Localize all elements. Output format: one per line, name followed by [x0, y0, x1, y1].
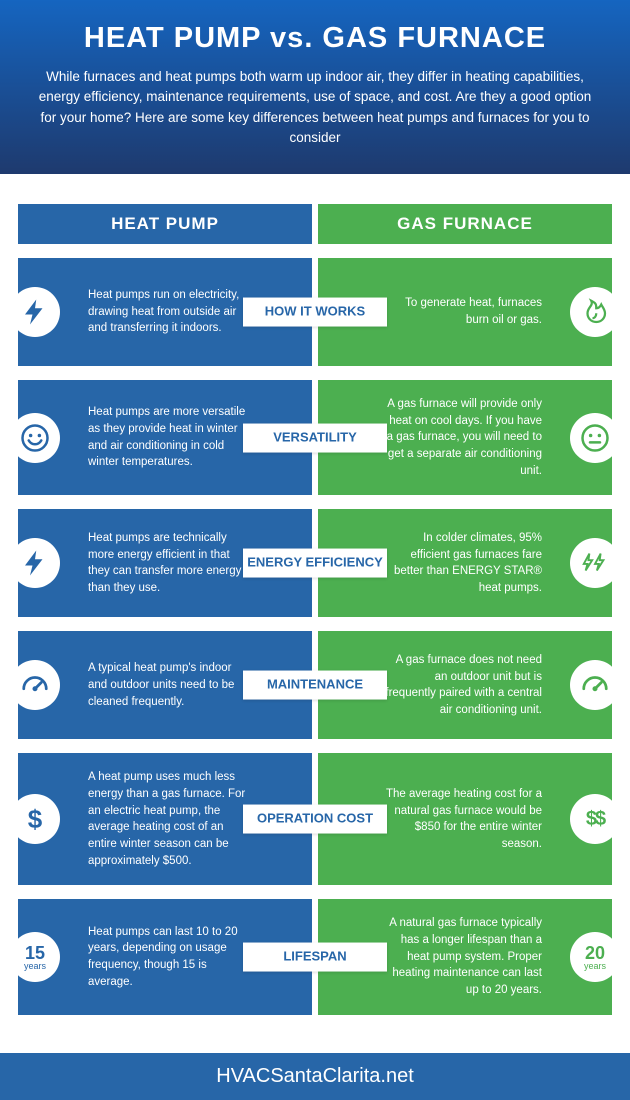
subtitle: While furnaces and heat pumps both warm …: [30, 67, 600, 148]
comparison-row: Heat pumps run on electricity, drawing h…: [18, 258, 612, 366]
heat-pump-header: HEAT PUMP: [18, 204, 312, 244]
meh-icon: [570, 413, 620, 463]
category-badge: VERSATILITY: [243, 423, 387, 452]
bolt2-icon: [570, 538, 620, 588]
footer: HVACSantaClarita.net: [0, 1053, 630, 1100]
dollar2-icon: $$: [570, 794, 620, 844]
dollar-icon: $: [10, 794, 60, 844]
gas-furnace-header: GAS FURNACE: [318, 204, 612, 244]
smile-icon: [10, 413, 60, 463]
years-icon: 15years: [10, 932, 60, 982]
main-title: HEAT PUMP vs. GAS FURNACE: [30, 22, 600, 55]
gauge-icon: [10, 660, 60, 710]
bolt-icon: [10, 538, 60, 588]
comparison-row: A typical heat pump's indoor and outdoor…: [18, 631, 612, 739]
gauge-icon: [570, 660, 620, 710]
category-badge: LIFESPAN: [243, 943, 387, 972]
comparison-row: $ A heat pump uses much less energy than…: [18, 753, 612, 885]
comparison-table: HEAT PUMP GAS FURNACE Heat pumps run on …: [0, 174, 630, 1053]
category-badge: MAINTENANCE: [243, 671, 387, 700]
category-badge: ENERGY EFFICIENCY: [243, 549, 387, 578]
comparison-row: 15years Heat pumps can last 10 to 20 yea…: [18, 899, 612, 1014]
category-badge: HOW IT WORKS: [243, 298, 387, 327]
header: HEAT PUMP vs. GAS FURNACE While furnaces…: [0, 0, 630, 174]
comparison-row: Heat pumps are more versatile as they pr…: [18, 380, 612, 495]
years-icon: 20years: [570, 932, 620, 982]
flame-icon: [570, 287, 620, 337]
column-headers: HEAT PUMP GAS FURNACE: [18, 204, 612, 244]
comparison-row: Heat pumps are technically more energy e…: [18, 509, 612, 617]
category-badge: OPERATION COST: [243, 805, 387, 834]
bolt-icon: [10, 287, 60, 337]
